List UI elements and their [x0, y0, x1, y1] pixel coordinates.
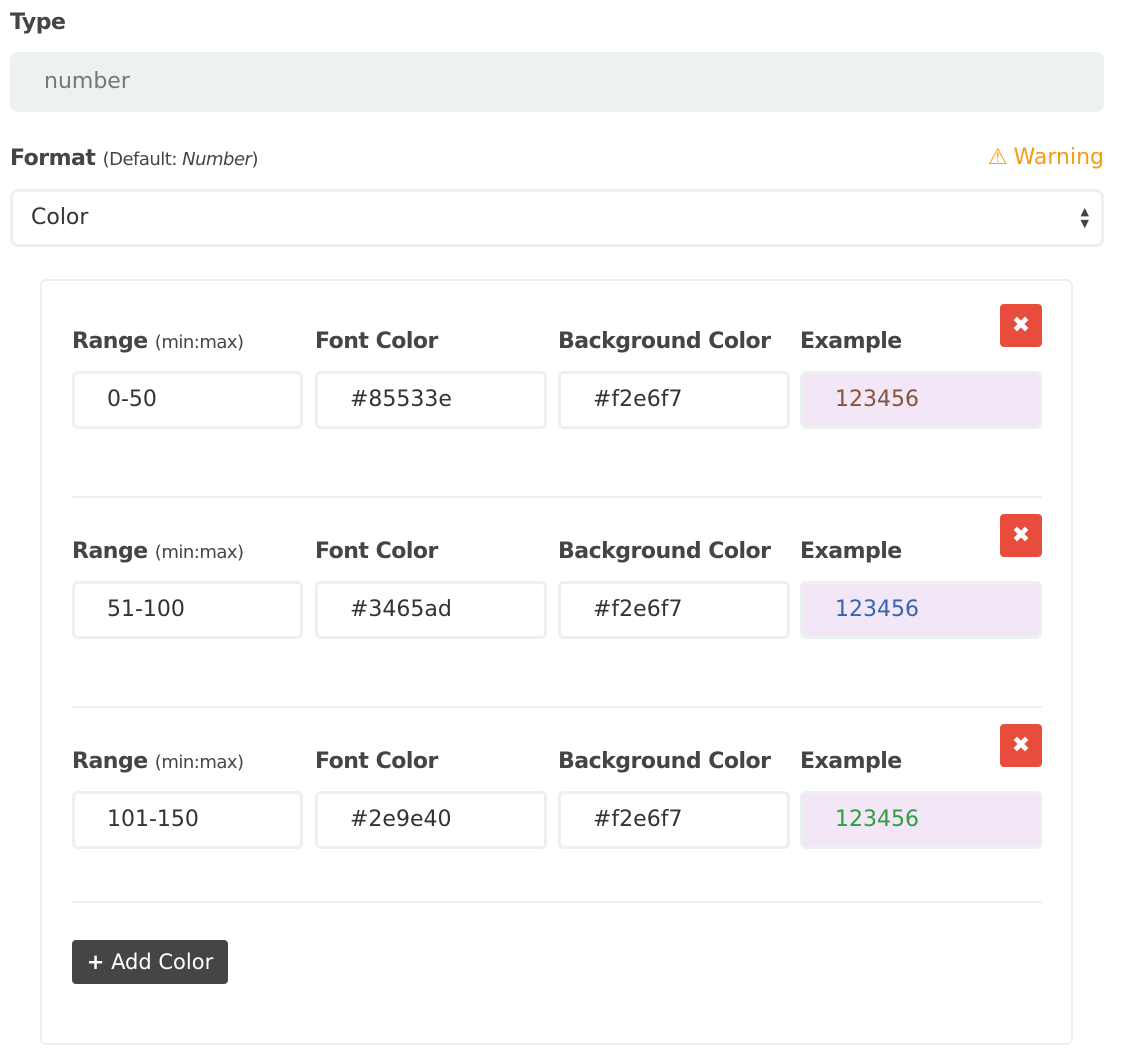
format-select[interactable]: Color ▲ ▼: [10, 189, 1104, 247]
add-color-label: Add Color: [111, 950, 214, 974]
example-label: Example: [800, 749, 902, 774]
format-label-text: Format: [10, 146, 96, 171]
plus-icon: +: [86, 950, 105, 974]
delete-row-button[interactable]: ✖: [1000, 304, 1042, 347]
type-input: number: [10, 52, 1104, 112]
close-icon: ✖: [1011, 523, 1031, 548]
close-icon: ✖: [1011, 733, 1031, 758]
font-color-input[interactable]: #2e9e40: [315, 791, 547, 849]
background-color-input[interactable]: #f2e6f7: [558, 581, 790, 639]
font-color-label: Font Color: [315, 539, 438, 564]
example-preview: 123456: [800, 791, 1042, 849]
example-label: Example: [800, 539, 902, 564]
font-color-input[interactable]: #3465ad: [315, 581, 547, 639]
color-ranges-panel: [40, 279, 1073, 1045]
example-preview: 123456: [800, 371, 1042, 429]
color-row: Range (min:max) Font Color Background Co…: [72, 713, 1042, 923]
background-color-label: Background Color: [558, 749, 771, 774]
delete-row-button[interactable]: ✖: [1000, 724, 1042, 767]
font-color-label: Font Color: [315, 329, 438, 354]
type-label: Type: [10, 10, 66, 35]
warning-icon: ⚠: [987, 145, 1008, 170]
format-default: (Default: Number): [102, 149, 259, 170]
row-divider: [72, 706, 1042, 708]
row-divider: [72, 901, 1042, 903]
color-row: Range (min:max) Font Color Background Co…: [72, 503, 1042, 713]
delete-row-button[interactable]: ✖: [1000, 514, 1042, 557]
color-row: Range (min:max) Font Color Background Co…: [72, 293, 1042, 503]
background-color-input[interactable]: #f2e6f7: [558, 371, 790, 429]
font-color-label: Font Color: [315, 749, 438, 774]
range-input[interactable]: 0-50: [72, 371, 303, 429]
row-divider: [72, 496, 1042, 498]
range-input[interactable]: 51-100: [72, 581, 303, 639]
example-preview: 123456: [800, 581, 1042, 639]
background-color-label: Background Color: [558, 539, 771, 564]
add-color-button[interactable]: + Add Color: [72, 940, 228, 984]
close-icon: ✖: [1011, 313, 1031, 338]
example-label: Example: [800, 329, 902, 354]
range-label: Range (min:max): [72, 329, 244, 354]
range-label: Range (min:max): [72, 539, 244, 564]
background-color-label: Background Color: [558, 329, 771, 354]
font-color-input[interactable]: #85533e: [315, 371, 547, 429]
format-select-value: Color: [31, 205, 89, 230]
warning-link[interactable]: ⚠ Warning: [988, 145, 1104, 170]
range-input[interactable]: 101-150: [72, 791, 303, 849]
range-label: Range (min:max): [72, 749, 244, 774]
select-arrows-icon: ▲ ▼: [1080, 205, 1089, 230]
warning-text: Warning: [1013, 145, 1104, 170]
background-color-input[interactable]: #f2e6f7: [558, 791, 790, 849]
format-label: Format (Default: Number): [10, 146, 258, 171]
